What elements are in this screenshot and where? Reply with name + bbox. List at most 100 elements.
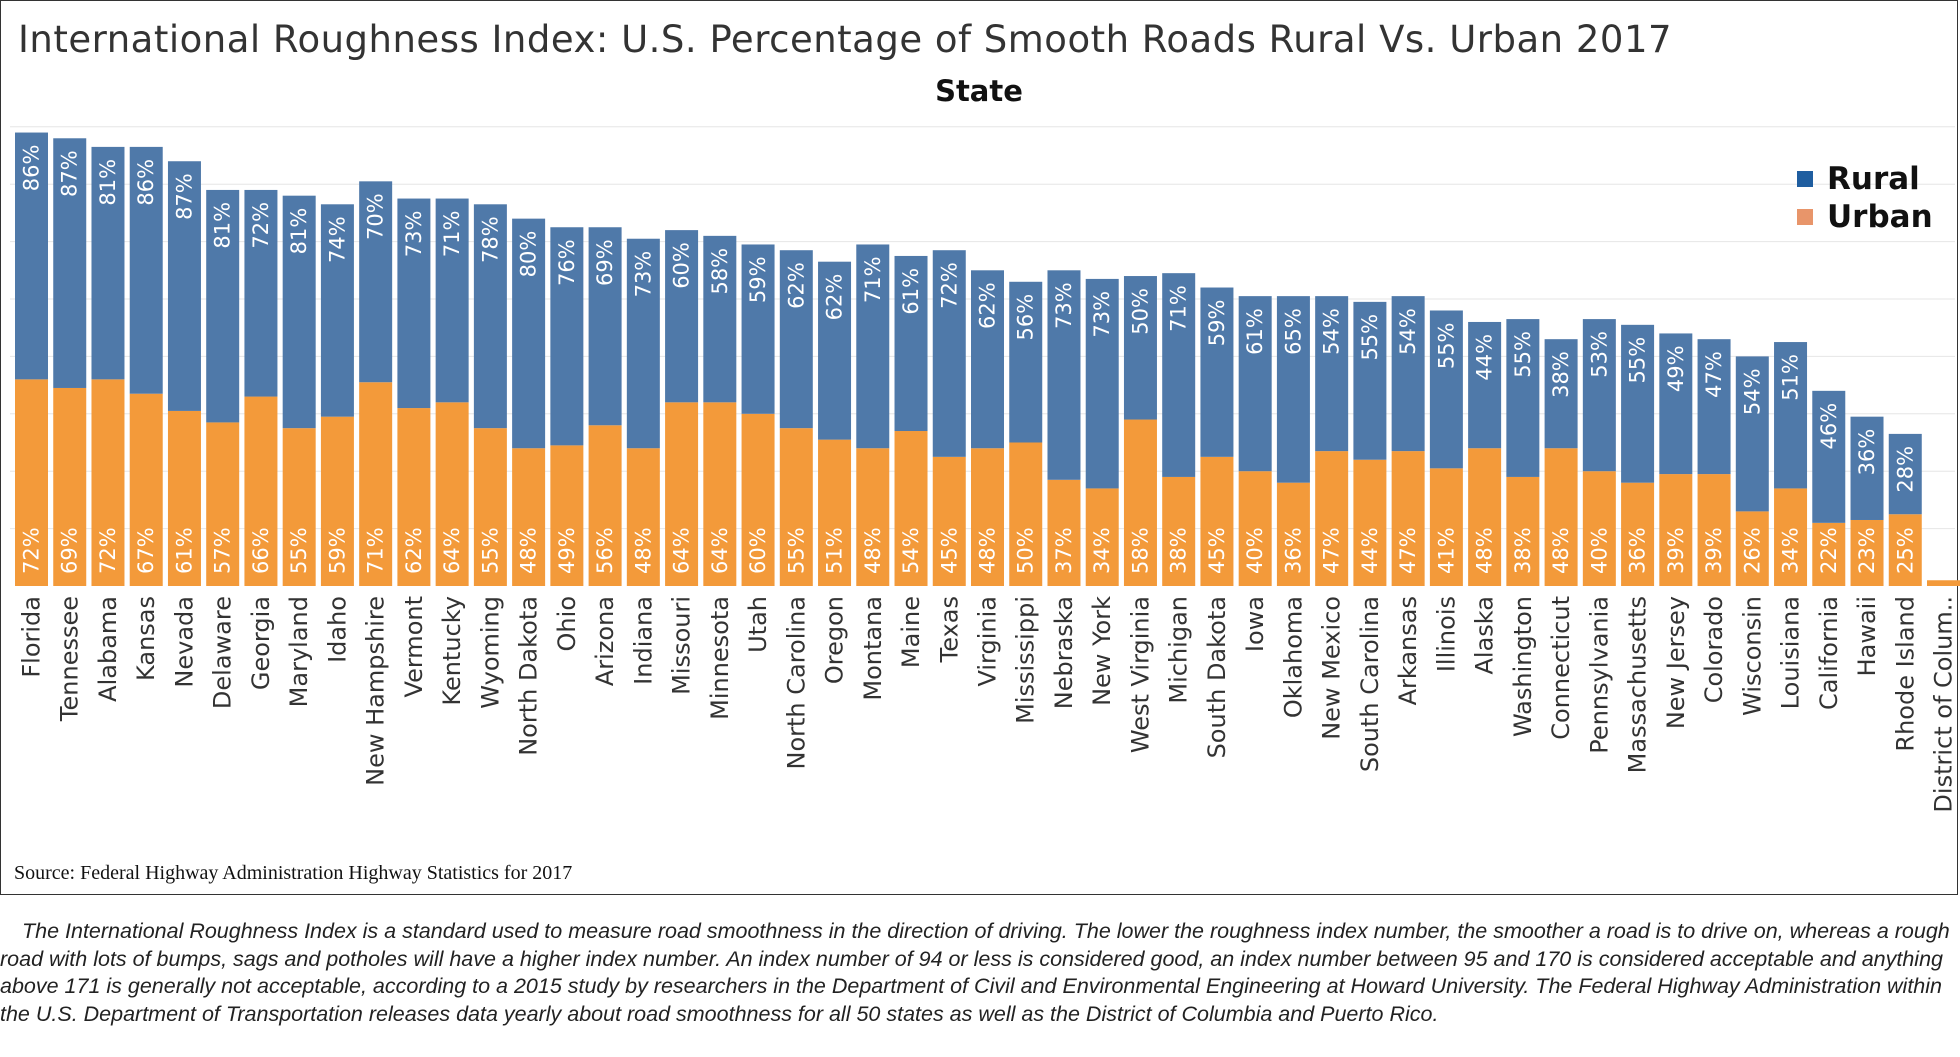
bar-urban[interactable] xyxy=(1276,482,1310,586)
bar-rural[interactable] xyxy=(397,198,431,409)
bar-rural[interactable] xyxy=(1315,296,1349,452)
bar-rural[interactable] xyxy=(1506,319,1540,477)
bar-rural[interactable] xyxy=(626,238,660,449)
bar-rural[interactable] xyxy=(1123,276,1157,420)
bar-rural[interactable] xyxy=(512,218,546,449)
bar-rural[interactable] xyxy=(971,270,1004,449)
bar-urban[interactable] xyxy=(435,402,469,586)
bar-urban[interactable] xyxy=(53,387,87,586)
bar-rural[interactable] xyxy=(1009,281,1043,443)
bar-rural[interactable] xyxy=(1200,287,1234,457)
bar-rural[interactable] xyxy=(435,198,469,403)
bar-rural[interactable] xyxy=(320,204,354,417)
bar-rural[interactable] xyxy=(894,255,928,432)
bar-rural[interactable] xyxy=(1812,390,1846,523)
bar-rural[interactable] xyxy=(1544,339,1578,449)
bar-rural[interactable] xyxy=(282,195,316,429)
bar-urban[interactable] xyxy=(512,448,546,586)
bar-rural[interactable] xyxy=(1162,273,1196,477)
bar-urban[interactable] xyxy=(971,448,1004,586)
bar-rural[interactable] xyxy=(550,227,584,446)
bar-urban[interactable] xyxy=(665,402,699,586)
bar-urban[interactable] xyxy=(1544,448,1578,586)
bar-urban[interactable] xyxy=(1735,511,1769,586)
bar-urban[interactable] xyxy=(1200,456,1234,586)
bar-rural[interactable] xyxy=(473,204,507,429)
bar-rural[interactable] xyxy=(818,261,852,440)
bar-urban[interactable] xyxy=(1353,459,1387,586)
bar-urban[interactable] xyxy=(894,431,928,586)
bar-rural[interactable] xyxy=(206,189,240,423)
bar-urban[interactable] xyxy=(1123,419,1157,586)
bar-urban[interactable] xyxy=(1697,474,1731,586)
bar-urban[interactable] xyxy=(1850,519,1884,586)
bar-rural[interactable] xyxy=(359,181,393,383)
bar-rural[interactable] xyxy=(1238,296,1272,472)
bar-urban[interactable] xyxy=(703,402,737,586)
bar-rural[interactable] xyxy=(1391,296,1425,452)
legend-item-urban[interactable]: Urban xyxy=(1797,198,1933,236)
bar-rural[interactable] xyxy=(1850,416,1884,520)
bar-rural[interactable] xyxy=(1276,296,1310,483)
bar-urban[interactable] xyxy=(1659,474,1693,586)
bar-urban[interactable] xyxy=(932,456,966,586)
bar-urban[interactable] xyxy=(550,445,584,586)
bar-urban[interactable] xyxy=(244,396,278,586)
bar-urban[interactable] xyxy=(741,413,775,586)
bar-urban[interactable] xyxy=(397,408,431,586)
bar-rural[interactable] xyxy=(1468,321,1502,449)
bar-urban[interactable] xyxy=(1162,476,1196,586)
bar-rural[interactable] xyxy=(15,132,48,380)
bar-urban[interactable] xyxy=(1009,442,1043,587)
bar-urban[interactable] xyxy=(1085,488,1119,586)
bar-urban[interactable] xyxy=(359,382,393,586)
bar-urban[interactable] xyxy=(818,439,852,586)
bar-rural[interactable] xyxy=(1659,333,1693,475)
bar-rural[interactable] xyxy=(1085,278,1119,489)
bar-rural[interactable] xyxy=(1774,342,1808,489)
bar-rural[interactable] xyxy=(1888,433,1922,515)
bar-urban[interactable] xyxy=(1621,482,1655,586)
bar-rural[interactable] xyxy=(91,146,125,380)
bar-rural[interactable] xyxy=(1582,319,1616,472)
legend-item-rural[interactable]: Rural xyxy=(1797,160,1933,198)
bar-urban[interactable] xyxy=(779,428,813,586)
bar-urban[interactable] xyxy=(1429,468,1463,586)
bar-urban[interactable] xyxy=(206,422,240,586)
bar-rural[interactable] xyxy=(167,161,201,411)
bar-urban[interactable] xyxy=(1047,479,1081,586)
bar-urban[interactable] xyxy=(1238,471,1272,586)
bar-rural[interactable] xyxy=(1735,356,1769,512)
bar-urban[interactable] xyxy=(282,428,316,586)
bar-rural[interactable] xyxy=(1621,324,1655,483)
bar-urban[interactable] xyxy=(15,379,48,586)
bar-rural[interactable] xyxy=(1429,310,1463,469)
bar-rural[interactable] xyxy=(779,250,813,429)
bar-rural[interactable] xyxy=(129,146,163,394)
bar-urban[interactable] xyxy=(129,393,163,586)
bar-urban[interactable] xyxy=(473,428,507,586)
bar-urban[interactable] xyxy=(1927,580,1960,586)
bar-urban[interactable] xyxy=(1391,451,1425,586)
bar-rural[interactable] xyxy=(1047,270,1081,480)
bar-urban[interactable] xyxy=(856,448,890,586)
bar-rural[interactable] xyxy=(665,230,699,403)
bar-rural[interactable] xyxy=(588,227,622,426)
bar-rural[interactable] xyxy=(244,189,278,397)
bar-urban[interactable] xyxy=(1888,514,1922,586)
bar-rural[interactable] xyxy=(741,244,775,414)
bar-urban[interactable] xyxy=(626,448,660,586)
bar-urban[interactable] xyxy=(1315,451,1349,586)
bar-urban[interactable] xyxy=(167,410,201,586)
bar-rural[interactable] xyxy=(932,250,966,457)
bar-urban[interactable] xyxy=(91,379,125,586)
bar-urban[interactable] xyxy=(1812,522,1846,586)
bar-urban[interactable] xyxy=(588,425,622,586)
bar-urban[interactable] xyxy=(1774,488,1808,586)
bar-urban[interactable] xyxy=(1582,471,1616,586)
bar-urban[interactable] xyxy=(320,416,354,586)
bar-urban[interactable] xyxy=(1468,448,1502,586)
bar-rural[interactable] xyxy=(1697,339,1731,475)
bar-rural[interactable] xyxy=(53,138,87,388)
bar-rural[interactable] xyxy=(703,235,737,403)
